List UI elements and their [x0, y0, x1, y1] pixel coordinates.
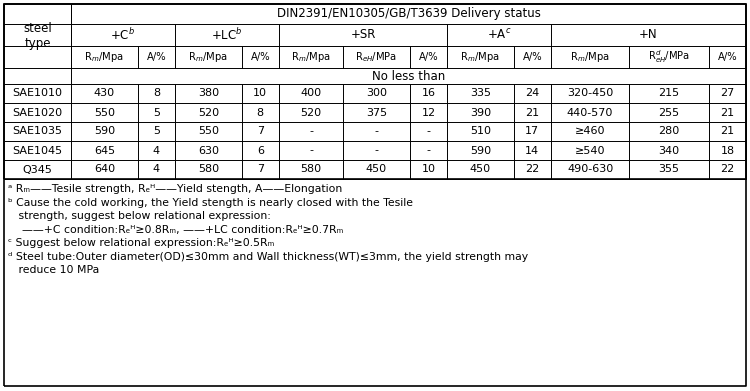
Text: R$_{eH}$/MPa: R$_{eH}$/MPa — [356, 50, 398, 64]
Text: SAE1010: SAE1010 — [13, 88, 62, 99]
Text: 4: 4 — [153, 165, 160, 174]
Text: R$_{eH}^d$/MPa: R$_{eH}^d$/MPa — [648, 48, 690, 65]
Text: 4: 4 — [153, 145, 160, 156]
Text: 14: 14 — [525, 145, 539, 156]
Text: 520: 520 — [301, 108, 322, 118]
Text: 21: 21 — [525, 108, 539, 118]
Text: 300: 300 — [366, 88, 387, 99]
Text: 10: 10 — [254, 88, 267, 99]
Text: +N: +N — [639, 29, 658, 41]
Text: ᵈ Steel tube:Outer diameter(OD)≤30mm and Wall thickness(WT)≤3mm, the yield stren: ᵈ Steel tube:Outer diameter(OD)≤30mm and… — [8, 251, 528, 262]
Text: No less than: No less than — [372, 70, 446, 83]
Text: +A$^c$: +A$^c$ — [487, 28, 512, 42]
Text: 5: 5 — [153, 108, 160, 118]
Text: 320-450: 320-450 — [567, 88, 614, 99]
Text: +LC$^b$: +LC$^b$ — [211, 27, 243, 43]
Text: 10: 10 — [422, 165, 436, 174]
Text: 430: 430 — [94, 88, 115, 99]
Text: A/%: A/% — [251, 52, 270, 62]
Text: steel
type: steel type — [23, 22, 52, 50]
Text: +C$^b$: +C$^b$ — [110, 27, 136, 43]
Text: 590: 590 — [94, 127, 115, 136]
Text: A/%: A/% — [718, 52, 737, 62]
Text: 380: 380 — [198, 88, 219, 99]
Text: 440-570: 440-570 — [567, 108, 614, 118]
Text: 18: 18 — [720, 145, 734, 156]
Text: strength, suggest below relational expression:: strength, suggest below relational expre… — [8, 211, 271, 221]
Text: 590: 590 — [470, 145, 491, 156]
Text: -: - — [309, 127, 313, 136]
Text: ᵇ Cause the cold working, the Yield stength is nearly closed with the Tesile: ᵇ Cause the cold working, the Yield sten… — [8, 197, 413, 208]
Text: 22: 22 — [720, 165, 734, 174]
Text: A/%: A/% — [146, 52, 166, 62]
Text: R$_m$/Mpa: R$_m$/Mpa — [85, 50, 124, 64]
Text: R$_m$/Mpa: R$_m$/Mpa — [291, 50, 331, 64]
Text: 390: 390 — [470, 108, 491, 118]
Text: 22: 22 — [525, 165, 539, 174]
Text: 375: 375 — [366, 108, 387, 118]
Text: ᶜ Suggest below relational expression:Rₑᴴ≥0.5Rₘ: ᶜ Suggest below relational expression:Rₑ… — [8, 238, 274, 248]
Text: 510: 510 — [470, 127, 490, 136]
Text: DIN2391/EN10305/GB/T3639 Delivery status: DIN2391/EN10305/GB/T3639 Delivery status — [277, 7, 541, 20]
Text: 450: 450 — [366, 165, 387, 174]
Text: 7: 7 — [256, 165, 264, 174]
Text: 6: 6 — [256, 145, 264, 156]
Text: 255: 255 — [658, 108, 680, 118]
Text: -: - — [427, 127, 430, 136]
Text: 215: 215 — [658, 88, 680, 99]
Text: 12: 12 — [422, 108, 436, 118]
Text: 17: 17 — [525, 127, 539, 136]
Text: R$_m$/Mpa: R$_m$/Mpa — [460, 50, 500, 64]
Text: -: - — [374, 145, 379, 156]
Text: 580: 580 — [301, 165, 322, 174]
Text: 400: 400 — [301, 88, 322, 99]
Text: 550: 550 — [198, 127, 219, 136]
Text: 8: 8 — [153, 88, 160, 99]
Text: SAE1035: SAE1035 — [13, 127, 62, 136]
Text: 640: 640 — [94, 165, 115, 174]
Text: 580: 580 — [198, 165, 219, 174]
Text: +SR: +SR — [350, 29, 376, 41]
Text: 7: 7 — [256, 127, 264, 136]
Text: A/%: A/% — [523, 52, 542, 62]
Text: ——+C condition:Rₑᴴ≥0.8Rₘ, ——+LC condition:Rₑᴴ≥0.7Rₘ: ——+C condition:Rₑᴴ≥0.8Rₘ, ——+LC conditio… — [8, 224, 344, 235]
Text: -: - — [374, 127, 379, 136]
Text: 450: 450 — [470, 165, 491, 174]
Text: 5: 5 — [153, 127, 160, 136]
Text: ≥460: ≥460 — [574, 127, 605, 136]
Text: R$_m$/Mpa: R$_m$/Mpa — [188, 50, 228, 64]
Text: Q345: Q345 — [22, 165, 53, 174]
Text: -: - — [427, 145, 430, 156]
Text: 520: 520 — [198, 108, 219, 118]
Text: ≥540: ≥540 — [574, 145, 605, 156]
Text: 16: 16 — [422, 88, 436, 99]
Text: 335: 335 — [470, 88, 490, 99]
Text: 24: 24 — [525, 88, 539, 99]
Text: SAE1045: SAE1045 — [13, 145, 62, 156]
Text: 630: 630 — [198, 145, 219, 156]
Text: 550: 550 — [94, 108, 115, 118]
Text: reduce 10 MPa: reduce 10 MPa — [8, 265, 99, 275]
Text: 27: 27 — [720, 88, 734, 99]
Text: A/%: A/% — [419, 52, 438, 62]
Text: 21: 21 — [720, 108, 734, 118]
Text: 8: 8 — [256, 108, 264, 118]
Text: -: - — [309, 145, 313, 156]
Text: 645: 645 — [94, 145, 115, 156]
Text: SAE1020: SAE1020 — [13, 108, 62, 118]
Text: R$_m$/Mpa: R$_m$/Mpa — [570, 50, 610, 64]
Text: ᵃ Rₘ——Tesile strength, Rₑᴴ——Yield stength, A——Elongation: ᵃ Rₘ——Tesile strength, Rₑᴴ——Yield stengt… — [8, 184, 342, 194]
Text: 280: 280 — [658, 127, 680, 136]
Text: 21: 21 — [720, 127, 734, 136]
Text: 340: 340 — [658, 145, 680, 156]
Text: 490-630: 490-630 — [567, 165, 614, 174]
Text: 355: 355 — [658, 165, 680, 174]
